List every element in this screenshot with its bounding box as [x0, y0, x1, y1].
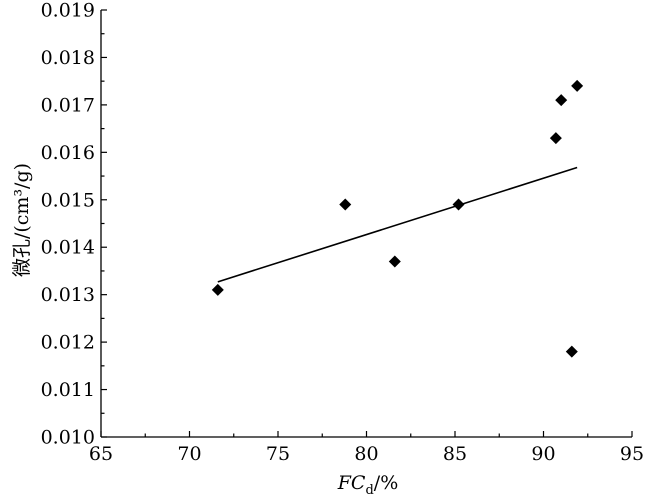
data-point	[571, 79, 584, 92]
x-tick-label: 80	[354, 443, 378, 465]
x-ticks: 65 70 75 80 85 90 95	[89, 431, 644, 465]
y-tick-label: 0.018	[41, 47, 95, 69]
trend-line-group	[217, 166, 578, 283]
data-point	[565, 345, 578, 358]
data-point	[549, 132, 562, 145]
x-tick-label: 95	[620, 443, 644, 465]
y-tick-label: 0.019	[41, 0, 95, 22]
y-tick-label: 0.017	[41, 94, 95, 116]
x-axis-title: FCd/%	[337, 472, 399, 498]
y-axis-title: 微孔/(cm³/g)	[11, 163, 33, 277]
y-tick-label: 0.013	[41, 284, 95, 306]
x-tick-label: 85	[443, 443, 467, 465]
y-tick-label: 0.010	[41, 427, 95, 449]
y-tick-label: 0.015	[41, 189, 95, 211]
axes	[100, 10, 632, 438]
y-ticks: 0.010 0.011 0.012 0.013 0.014 0.015 0.016 0.017…	[41, 0, 107, 449]
y-tick-label: 0.016	[41, 142, 95, 164]
y-tick-label: 0.012	[41, 332, 95, 354]
x-tick-label: 65	[89, 443, 113, 465]
data-points	[211, 79, 584, 358]
x-tick-label: 70	[177, 443, 201, 465]
data-point	[211, 283, 224, 296]
data-point	[339, 198, 352, 211]
x-tick-label: 75	[266, 443, 290, 465]
trend-line	[217, 166, 578, 283]
data-point	[452, 198, 465, 211]
x-tick-label: 90	[531, 443, 555, 465]
y-tick-label: 0.011	[41, 379, 95, 401]
y-tick-label: 0.014	[41, 237, 95, 259]
data-point	[555, 94, 568, 107]
data-point	[388, 255, 401, 268]
